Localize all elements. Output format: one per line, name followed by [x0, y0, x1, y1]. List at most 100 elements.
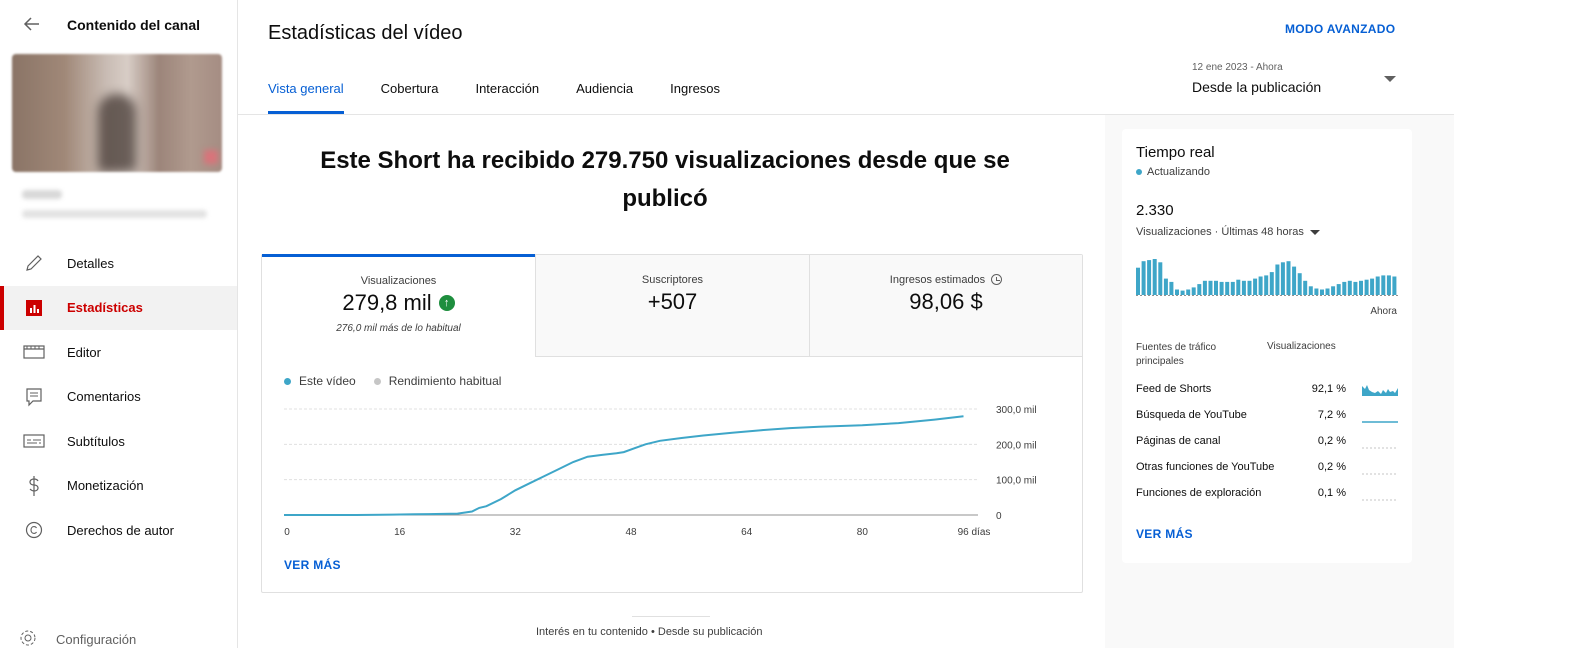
- realtime-bar[interactable]: [1152, 259, 1157, 295]
- realtime-bar[interactable]: [1320, 289, 1324, 296]
- sidebar-item-detalles[interactable]: Detalles: [0, 241, 237, 286]
- legend-label: Este vídeo: [299, 374, 356, 388]
- tab-cobertura[interactable]: Cobertura: [380, 81, 439, 96]
- metric-views[interactable]: Visualizaciones 279,8 mil ↑ 276,0 mil má…: [262, 254, 535, 356]
- realtime-bar[interactable]: [1331, 286, 1336, 295]
- sidebar-item-label: Subtítulos: [67, 433, 125, 449]
- realtime-bar[interactable]: [1214, 280, 1218, 295]
- realtime-see-more-button[interactable]: VER MÁS: [1136, 527, 1193, 541]
- realtime-bar[interactable]: [1347, 280, 1352, 295]
- realtime-bar[interactable]: [1236, 279, 1241, 295]
- realtime-bar[interactable]: [1158, 262, 1163, 295]
- metric-value: 279,8 mil: [342, 290, 432, 315]
- source-name: Búsqueda de YouTube: [1136, 409, 1247, 421]
- realtime-bar[interactable]: [1247, 280, 1252, 295]
- series-line-this-video[interactable]: [284, 415, 964, 516]
- sidebar-item-comentarios[interactable]: Comentarios: [0, 375, 237, 420]
- realtime-period-selector[interactable]: Visualizaciones · Últimas 48 horas: [1136, 226, 1320, 238]
- realtime-bar[interactable]: [1219, 281, 1224, 295]
- traffic-source-row[interactable]: Búsqueda de YouTube 7,2 %: [1136, 406, 1398, 426]
- video-title-blurred: [22, 190, 62, 199]
- sidebar-item-editor[interactable]: Editor: [0, 330, 237, 375]
- realtime-bar[interactable]: [1325, 288, 1330, 296]
- realtime-bar[interactable]: [1314, 288, 1319, 296]
- metric-subscribers[interactable]: Suscriptores +507: [535, 255, 809, 357]
- gear-icon: [18, 628, 38, 648]
- realtime-bar[interactable]: [1147, 260, 1152, 295]
- realtime-bar[interactable]: [1280, 262, 1285, 295]
- realtime-bar[interactable]: [1230, 281, 1235, 295]
- sidebar-item-label: Estadísticas: [67, 300, 143, 316]
- tab-ingresos[interactable]: Ingresos: [670, 81, 721, 96]
- realtime-bar[interactable]: [1269, 272, 1274, 295]
- back-arrow-icon[interactable]: [22, 14, 46, 38]
- next-section-caption: Interés en tu contenido • Desde su publi…: [536, 626, 763, 638]
- realtime-bar[interactable]: [1308, 286, 1313, 295]
- realtime-bar[interactable]: [1136, 267, 1140, 295]
- realtime-bar[interactable]: [1258, 276, 1263, 296]
- sidebar-title: Contenido del canal: [67, 17, 201, 33]
- realtime-bar[interactable]: [1370, 278, 1375, 295]
- subtitles-icon: [22, 429, 46, 453]
- realtime-bar[interactable]: [1303, 280, 1308, 295]
- realtime-bar[interactable]: [1225, 281, 1230, 295]
- metric-label: Ingresos estimados: [889, 274, 986, 286]
- realtime-status: Actualizando: [1136, 166, 1210, 178]
- source-sparkline: [1362, 447, 1398, 449]
- realtime-bar[interactable]: [1208, 280, 1213, 295]
- sidebar: Contenido del canal Detalles Estadística…: [0, 0, 238, 648]
- realtime-bar[interactable]: [1169, 281, 1174, 295]
- realtime-bar[interactable]: [1381, 275, 1386, 295]
- tab-vista-general[interactable]: Vista general: [268, 81, 344, 114]
- source-sparkline: [1362, 499, 1398, 501]
- video-thumbnail[interactable]: [12, 54, 222, 172]
- realtime-bar[interactable]: [1141, 261, 1146, 295]
- realtime-bar[interactable]: [1163, 278, 1168, 295]
- sidebar-item-configuracion[interactable]: Configuración: [18, 628, 136, 648]
- realtime-bar[interactable]: [1175, 289, 1179, 296]
- realtime-bar[interactable]: [1253, 278, 1258, 295]
- source-name: Funciones de exploración: [1136, 487, 1262, 499]
- traffic-source-row[interactable]: Funciones de exploración 0,1 %: [1136, 484, 1398, 504]
- sidebar-item-label: Detalles: [67, 255, 114, 271]
- realtime-bar[interactable]: [1342, 281, 1347, 295]
- sidebar-item-estadisticas[interactable]: Estadísticas: [0, 285, 237, 330]
- date-range-selector[interactable]: 12 ene 2023 - Ahora Desde la publicación: [1192, 62, 1398, 95]
- traffic-source-row[interactable]: Páginas de canal 0,2 %: [1136, 432, 1398, 452]
- realtime-bar[interactable]: [1336, 284, 1341, 295]
- advanced-mode-button[interactable]: MODO AVANZADO: [1285, 22, 1396, 36]
- tab-interaccion[interactable]: Interacción: [475, 81, 540, 96]
- source-percent: 0,1 %: [1317, 487, 1346, 499]
- sidebar-item-subtitulos[interactable]: Subtítulos: [0, 419, 237, 464]
- realtime-bar[interactable]: [1286, 261, 1291, 295]
- realtime-bar[interactable]: [1180, 290, 1185, 295]
- traffic-source-row[interactable]: Feed de Shorts 92,1 %: [1136, 380, 1398, 400]
- traffic-source-row[interactable]: Otras funciones de YouTube 0,2 %: [1136, 458, 1398, 478]
- source-sparkline: [1362, 385, 1398, 396]
- realtime-bar[interactable]: [1241, 280, 1246, 295]
- realtime-bar[interactable]: [1264, 275, 1269, 295]
- x-tick-label: 80: [857, 527, 869, 538]
- realtime-bar[interactable]: [1359, 280, 1363, 295]
- realtime-bar[interactable]: [1392, 276, 1397, 296]
- see-more-button[interactable]: VER MÁS: [284, 558, 341, 572]
- realtime-bar[interactable]: [1386, 275, 1391, 295]
- realtime-bar[interactable]: [1375, 276, 1380, 296]
- legend-label: Rendimiento habitual: [388, 374, 502, 388]
- tab-audiencia[interactable]: Audiencia: [576, 81, 634, 96]
- sidebar-item-derechos-de-autor[interactable]: Derechos de autor: [0, 508, 237, 553]
- realtime-bar[interactable]: [1197, 284, 1202, 295]
- sidebar-item-monetizacion[interactable]: Monetización: [0, 464, 237, 509]
- realtime-bar[interactable]: [1275, 264, 1280, 296]
- realtime-bar[interactable]: [1186, 289, 1191, 296]
- source-percent: 92,1 %: [1311, 383, 1346, 395]
- realtime-bar[interactable]: [1202, 280, 1207, 295]
- legend-dot: [284, 377, 291, 385]
- realtime-bar[interactable]: [1292, 266, 1297, 295]
- metric-revenue[interactable]: Ingresos estimados 98,06 $: [809, 255, 1082, 357]
- realtime-bar[interactable]: [1297, 273, 1302, 295]
- realtime-bar[interactable]: [1364, 279, 1369, 295]
- realtime-bar[interactable]: [1191, 287, 1196, 295]
- realtime-bar[interactable]: [1353, 281, 1358, 295]
- page-margin: [1454, 0, 1582, 648]
